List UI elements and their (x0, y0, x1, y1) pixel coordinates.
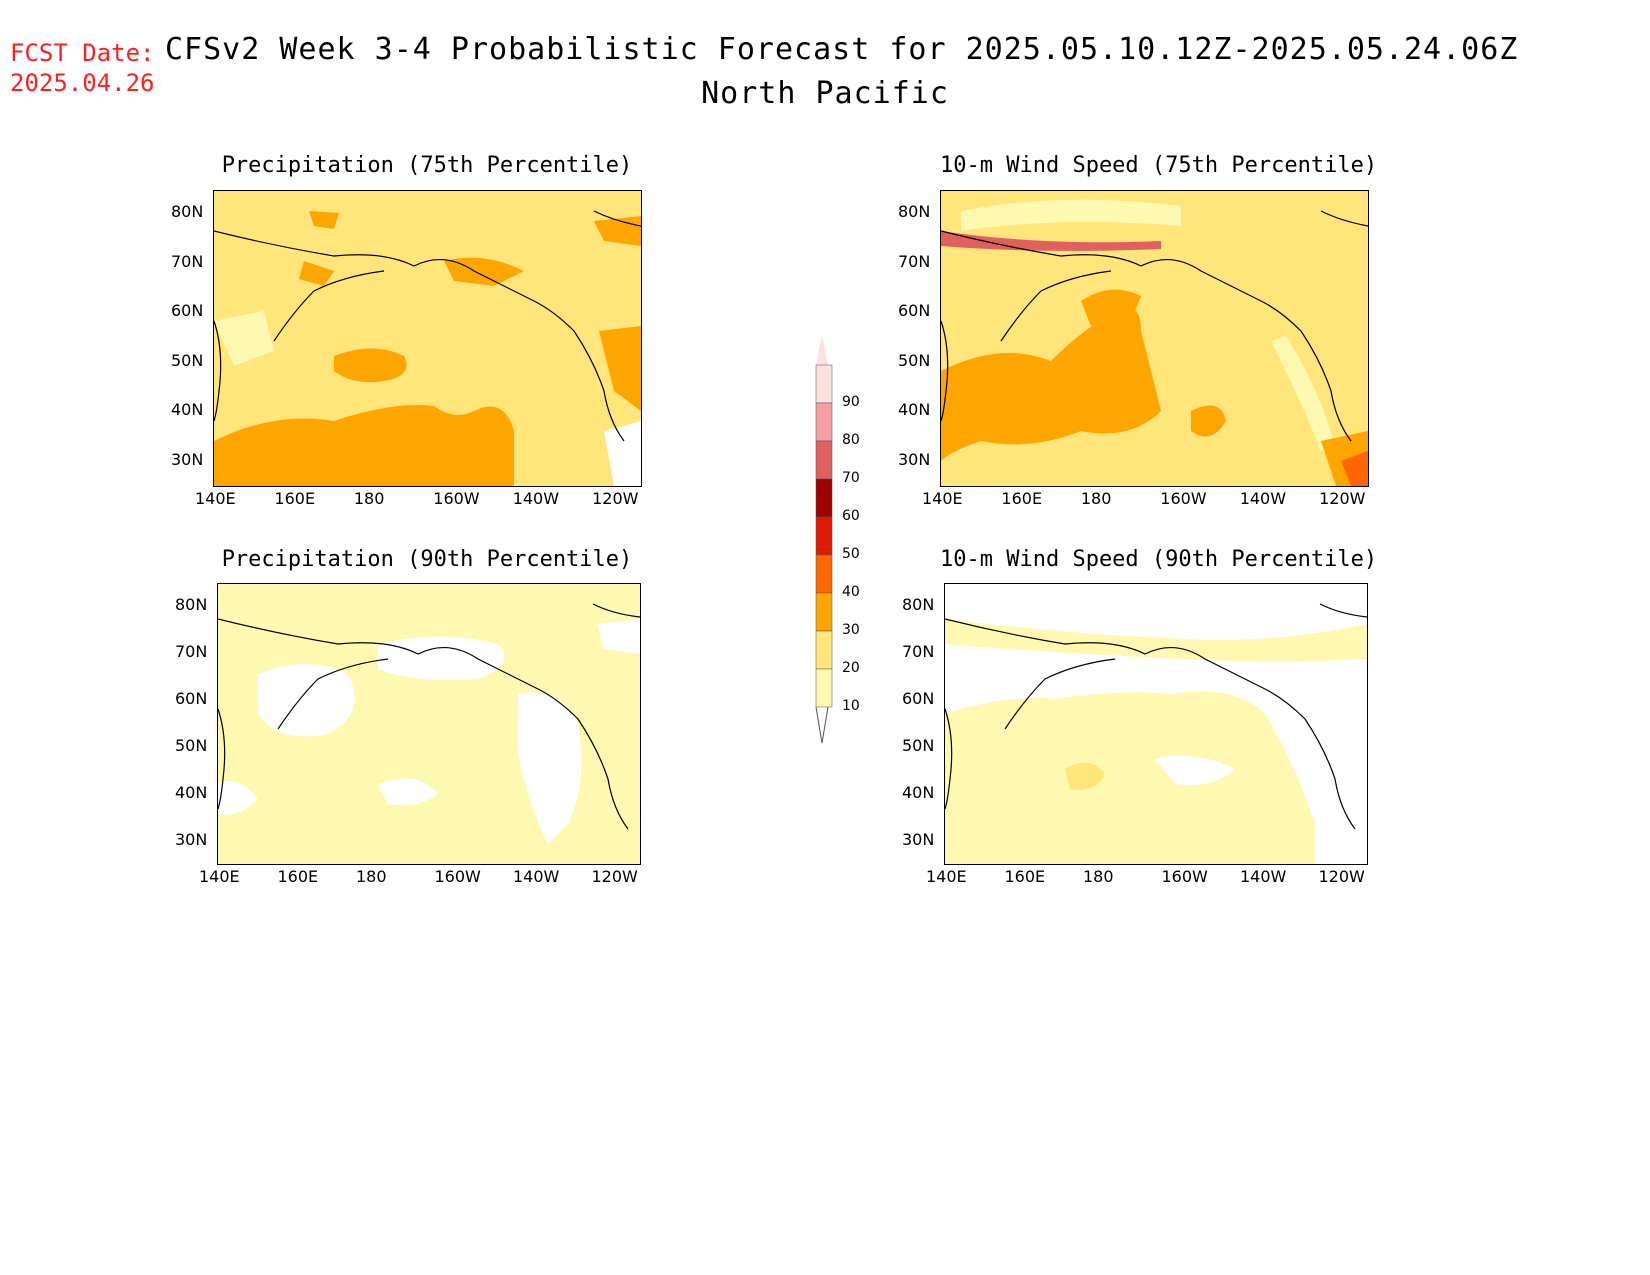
y-tick-label: 60N (898, 301, 931, 321)
y-tick-label: 70N (175, 642, 208, 662)
x-tick-label: 140E (926, 867, 967, 886)
y-tick-label: 60N (175, 689, 208, 709)
y-tick-label: 70N (171, 251, 204, 271)
panel-title: Precipitation (90th Percentile) (221, 547, 633, 572)
y-tick-label: 80N (902, 595, 935, 614)
x-tick-label: 160E (274, 489, 316, 508)
forecast-date-label: FCST Date: (10, 39, 155, 67)
colorbar-level-label: 70 (842, 470, 860, 486)
y-tick-label: 60N (171, 301, 204, 321)
colorbar-swatch (815, 554, 833, 594)
x-tick-label: 160W (433, 489, 480, 508)
x-tick-label: 180 (1080, 489, 1112, 508)
x-tick-label: 120W (1319, 489, 1366, 508)
x-tick-label: 120W (592, 489, 639, 508)
x-tick-label: 120W (1318, 867, 1365, 886)
x-tick-label: 140E (195, 489, 236, 508)
x-tick-label: 140E (199, 867, 240, 886)
forecast-date-value: 2025.04.26 (10, 69, 155, 97)
y-tick-label: 50N (175, 736, 208, 756)
y-tick-label: 30N (171, 449, 204, 469)
y-tick-label: 40N (902, 783, 935, 803)
x-tick-label: 140W (1239, 867, 1287, 886)
x-tick-label: 180 (353, 489, 385, 508)
y-tick-label: 50N (898, 350, 931, 370)
y-tick-label: 80N (175, 595, 208, 614)
y-tick-label: 40N (175, 783, 208, 803)
x-tick-label: 160E (277, 867, 319, 886)
colorbar-level-label: 80 (842, 432, 860, 448)
colorbar-swatch (815, 402, 833, 442)
y-tick-label: 50N (171, 350, 204, 370)
y-tick-label: 50N (902, 736, 935, 756)
y-tick-label: 70N (902, 642, 935, 662)
forecast-date-block: FCST Date: 2025.04.26 (10, 38, 155, 98)
colorbar-level-label: 50 (842, 546, 860, 562)
y-tick-label: 30N (175, 830, 208, 850)
colorbar-swatch (815, 516, 833, 556)
x-tick-label: 160W (1161, 867, 1208, 886)
y-tick-label: 40N (898, 400, 931, 420)
map-wind-90 (944, 583, 1368, 865)
region-subtitle: North Pacific (701, 76, 949, 111)
colorbar-bottom-cap (815, 706, 829, 744)
colorbar-swatch (815, 592, 833, 632)
x-tick-label: 120W (591, 867, 638, 886)
y-tick-label: 80N (171, 202, 204, 221)
x-tick-label: 140E (922, 489, 963, 508)
map-precip-90 (217, 583, 641, 865)
x-tick-label: 160W (434, 867, 481, 886)
y-tick-label: 40N (171, 400, 204, 420)
x-tick-label: 140W (1239, 489, 1287, 508)
x-tick-label: 160E (1004, 867, 1046, 886)
x-tick-label: 140W (512, 867, 560, 886)
colorbar-top-cap (816, 335, 828, 365)
colorbar-swatch (815, 440, 833, 480)
map-wind-75 (940, 190, 1369, 487)
colorbar-swatch (815, 364, 833, 404)
colorbar-swatch (815, 630, 833, 670)
y-tick-label: 30N (898, 449, 931, 469)
panel-title: 10-m Wind Speed (75th Percentile) (940, 153, 1378, 178)
colorbar-level-label: 60 (842, 508, 860, 524)
x-tick-label: 160E (1001, 489, 1043, 508)
x-tick-label: 180 (355, 867, 387, 886)
colorbar-swatch (815, 478, 833, 518)
panel-title: Precipitation (75th Percentile) (221, 153, 633, 178)
colorbar-level-label: 90 (842, 394, 860, 410)
colorbar: 90 80 70 60 50 40 30 20 10 (812, 335, 892, 745)
x-tick-label: 140W (512, 489, 560, 508)
x-tick-label: 160W (1160, 489, 1207, 508)
figure-title: CFSv2 Week 3-4 Probabilistic Forecast fo… (165, 32, 1519, 67)
colorbar-level-label: 40 (842, 584, 860, 600)
colorbar-swatch (815, 668, 833, 708)
map-precip-75 (213, 190, 642, 487)
y-tick-label: 30N (902, 830, 935, 850)
y-tick-label: 80N (898, 202, 931, 221)
colorbar-level-label: 10 (842, 698, 860, 714)
y-tick-label: 60N (902, 689, 935, 709)
panel-title: 10-m Wind Speed (90th Percentile) (940, 547, 1378, 572)
x-tick-label: 180 (1082, 867, 1114, 886)
colorbar-level-label: 30 (842, 622, 860, 638)
colorbar-swatches (815, 335, 833, 744)
colorbar-level-label: 20 (842, 660, 860, 676)
y-tick-label: 70N (898, 251, 931, 271)
